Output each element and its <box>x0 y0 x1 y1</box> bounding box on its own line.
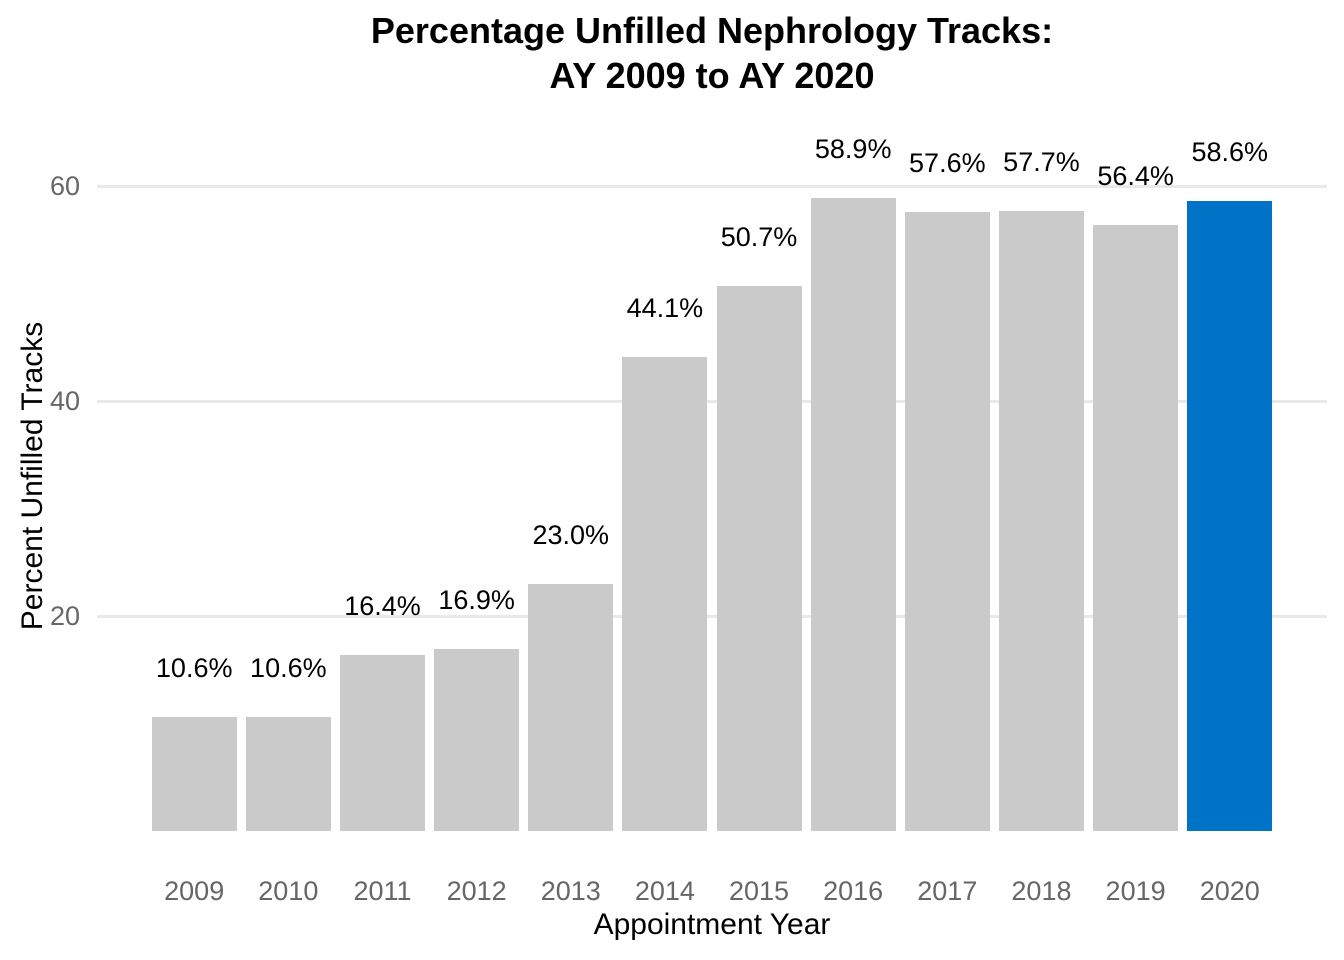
y-axis-title: Percent Unfilled Tracks <box>16 321 49 631</box>
bar <box>245 717 331 831</box>
bar <box>1093 224 1179 831</box>
chart-title-line2: AY 2009 to AY 2020 <box>549 55 875 96</box>
bar-value-label: 58.6% <box>1191 137 1269 168</box>
bar <box>434 649 520 831</box>
x-tick-label: 2019 <box>1105 876 1166 906</box>
bar <box>904 211 990 831</box>
x-tick-label: 2013 <box>540 876 601 906</box>
y-tick-label: 20 <box>49 601 80 631</box>
plot-area: 10.6% 10.6% 16.4% 16.9% 23.0% 44.1% 50.7% 58.9%… <box>97 134 1327 831</box>
bar-value-label: 50.7% <box>720 221 798 252</box>
x-tick-label: 2020 <box>1199 876 1260 906</box>
bar <box>998 210 1084 831</box>
bar-value-label: 10.6% <box>250 653 327 684</box>
x-tick-label: 2015 <box>728 876 790 906</box>
x-tick-label: 2014 <box>634 876 695 906</box>
bar <box>151 717 237 831</box>
chart-title-line1: Percentage Unfilled Nephrology Tracks: <box>370 10 1054 51</box>
bar <box>810 197 896 831</box>
gridline <box>97 615 1327 618</box>
bar-value-label: 57.7% <box>1003 146 1080 177</box>
x-axis-title: Appointment Year <box>593 908 831 941</box>
gridline <box>97 185 1327 188</box>
bar <box>339 654 425 831</box>
gridline <box>97 400 1327 403</box>
x-tick-label: 2010 <box>258 876 319 906</box>
x-tick-label: 2011 <box>353 876 412 906</box>
x-tick-label: 2017 <box>917 876 978 906</box>
bar-value-label: 16.4% <box>344 590 421 621</box>
bar-value-label: 10.6% <box>155 653 233 684</box>
x-tick-label: 2018 <box>1011 876 1072 906</box>
bar-highlighted <box>1187 201 1273 831</box>
bar <box>716 285 802 831</box>
bar <box>528 583 614 831</box>
bar-value-label: 56.4% <box>1097 160 1174 191</box>
bar-value-label: 58.9% <box>814 133 892 164</box>
x-tick-label: 2016 <box>823 876 884 906</box>
bar-value-label: 57.6% <box>909 147 986 178</box>
bar-value-label: 44.1% <box>626 292 704 323</box>
chart-title: Percentage Unfilled Nephrology Tracks: A… <box>97 8 1327 98</box>
bar-value-label: 16.9% <box>438 585 515 616</box>
bar-value-label: 23.0% <box>532 519 610 550</box>
y-tick-label: 40 <box>49 386 80 416</box>
x-tick-label: 2009 <box>164 876 225 906</box>
bar <box>622 356 708 831</box>
y-tick-label: 60 <box>49 171 80 201</box>
x-tick-label: 2012 <box>446 876 507 906</box>
